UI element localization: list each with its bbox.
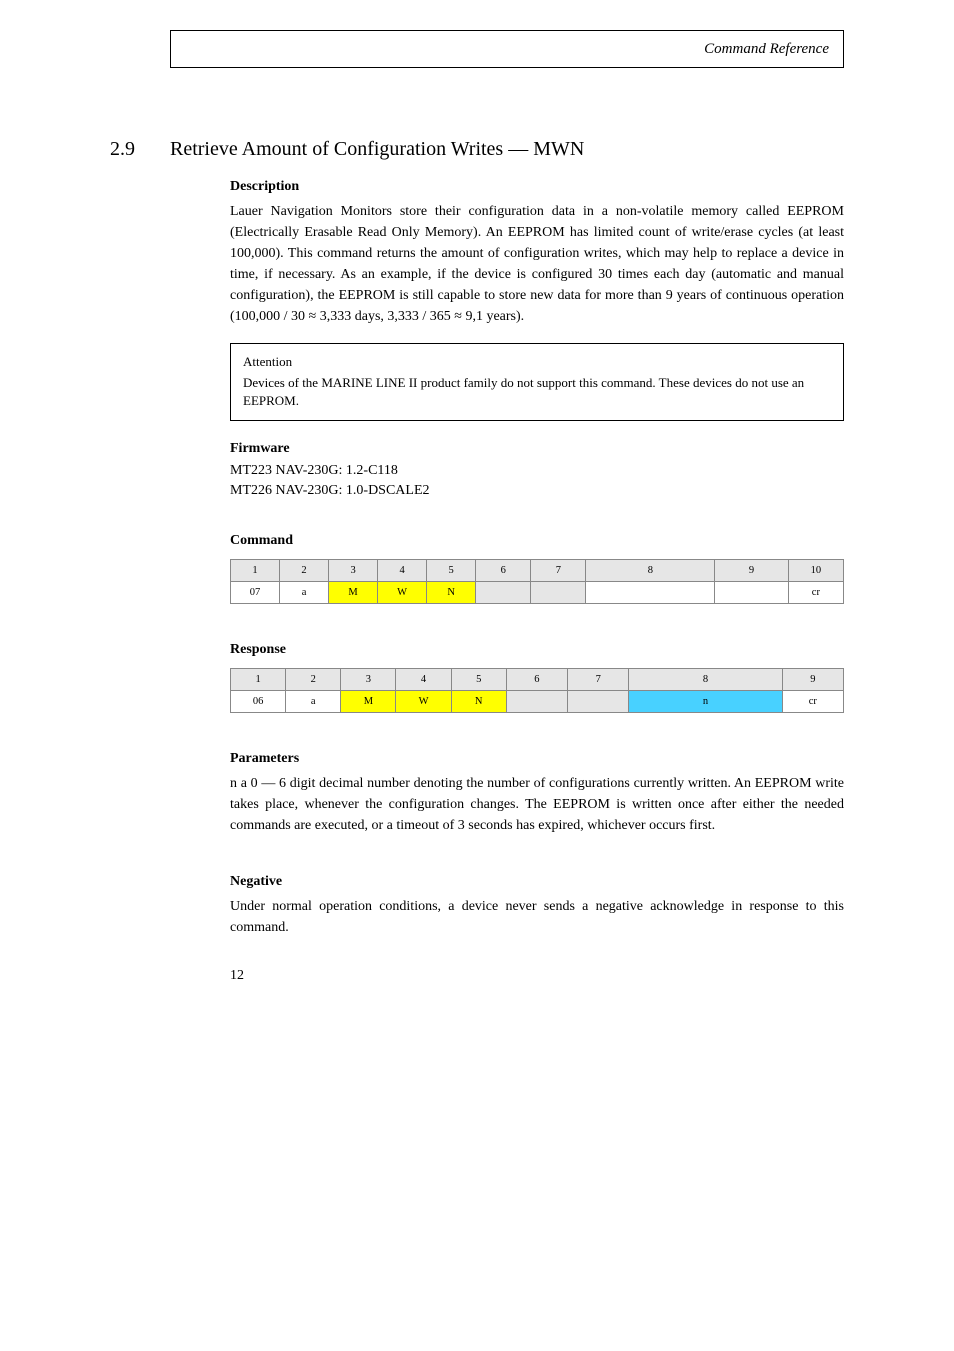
table-data-cell <box>568 691 629 713</box>
table-header-cell: 3 <box>341 669 396 691</box>
command-label: Command <box>230 533 844 549</box>
table-data-cell: N <box>451 691 506 713</box>
table-data-cell: a <box>280 582 329 604</box>
firmware-line-2: MT226 NAV-230G: 1.0-DSCALE2 <box>230 483 844 499</box>
table-header-cell: 10 <box>788 560 843 582</box>
table-data-cell: a <box>286 691 341 713</box>
table-header-cell: 6 <box>506 669 567 691</box>
description-text: Lauer Navigation Monitors store their co… <box>230 201 844 327</box>
page-container: Command Reference 2.9 Retrieve Amount of… <box>0 0 954 1014</box>
header-title: Command Reference <box>704 41 829 58</box>
page-number: 12 <box>230 968 844 984</box>
table-header-cell: 1 <box>231 560 280 582</box>
table-data-cell: W <box>378 582 427 604</box>
table-data-cell: N <box>427 582 476 604</box>
table-data-cell <box>586 582 715 604</box>
table-header-cell: 4 <box>396 669 451 691</box>
table-header-cell: 8 <box>629 669 782 691</box>
firmware-label: Firmware <box>230 441 844 457</box>
table-data-cell <box>531 582 586 604</box>
table-data-cell: M <box>329 582 378 604</box>
table-data-cell: W <box>396 691 451 713</box>
section-heading: 2.9 Retrieve Amount of Configuration Wri… <box>110 138 844 161</box>
table-header-cell: 2 <box>280 560 329 582</box>
table-data-cell <box>476 582 531 604</box>
attention-text: Devices of the MARINE LINE II product fa… <box>243 374 831 410</box>
section-body: Description Lauer Navigation Monitors st… <box>170 179 844 984</box>
table-header-cell: 1 <box>231 669 286 691</box>
response-table-wrap: 123456789 06aMWNncr <box>230 668 844 713</box>
table-data-cell: 07 <box>231 582 280 604</box>
attention-box: Attention Devices of the MARINE LINE II … <box>230 343 844 421</box>
table-header-cell: 8 <box>586 560 715 582</box>
command-table-wrap: 12345678910 07aMWNcr <box>230 559 844 604</box>
table-header-cell: 2 <box>286 669 341 691</box>
parameters-text: n a 0 — 6 digit decimal number denoting … <box>230 773 844 836</box>
firmware-line-1: MT223 NAV-230G: 1.2-C118 <box>230 463 844 479</box>
table-header-cell: 9 <box>715 560 789 582</box>
table-data-cell: M <box>341 691 396 713</box>
table-data-cell: cr <box>782 691 843 713</box>
response-table: 123456789 06aMWNncr <box>230 668 844 713</box>
table-data-cell: cr <box>788 582 843 604</box>
section-title: Retrieve Amount of Configuration Writes … <box>170 138 584 161</box>
table-data-cell: 06 <box>231 691 286 713</box>
table-header-cell: 4 <box>378 560 427 582</box>
table-header-cell: 5 <box>451 669 506 691</box>
negative-label: Negative <box>230 874 844 890</box>
description-label: Description <box>230 179 844 195</box>
table-data-cell: n <box>629 691 782 713</box>
response-label: Response <box>230 642 844 658</box>
table-data-cell <box>506 691 567 713</box>
parameters-label: Parameters <box>230 751 844 767</box>
section-number: 2.9 <box>110 138 170 161</box>
table-header-cell: 3 <box>329 560 378 582</box>
table-header-cell: 6 <box>476 560 531 582</box>
table-header-cell: 5 <box>427 560 476 582</box>
table-header-cell: 7 <box>531 560 586 582</box>
attention-label: Attention <box>243 354 831 370</box>
command-table: 12345678910 07aMWNcr <box>230 559 844 604</box>
table-data-cell <box>715 582 789 604</box>
negative-text: Under normal operation conditions, a dev… <box>230 896 844 938</box>
page-header: Command Reference <box>170 30 844 68</box>
table-header-cell: 7 <box>568 669 629 691</box>
table-header-cell: 9 <box>782 669 843 691</box>
